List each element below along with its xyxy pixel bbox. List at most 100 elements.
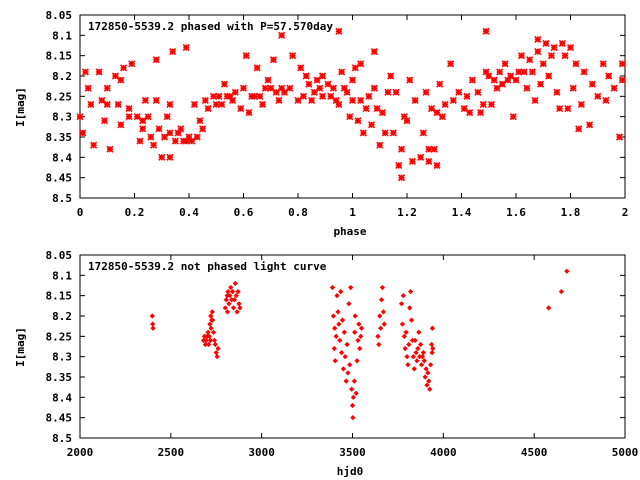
x-tick-label: 2500 xyxy=(158,446,185,459)
data-point xyxy=(302,72,310,80)
data-point xyxy=(380,309,387,315)
data-point xyxy=(213,349,219,356)
data-point xyxy=(245,109,253,117)
data-point xyxy=(237,104,245,113)
data-point xyxy=(163,113,171,121)
data-point xyxy=(370,48,378,56)
data-point xyxy=(144,113,152,121)
data-point xyxy=(340,366,347,372)
x-tick-label: 1 xyxy=(349,206,356,219)
data-point xyxy=(348,96,357,104)
data-point xyxy=(403,117,411,125)
data-point xyxy=(225,288,231,295)
data-point xyxy=(397,174,406,182)
data-point xyxy=(103,100,111,109)
data-point xyxy=(206,333,212,339)
data-point xyxy=(155,125,163,133)
data-point xyxy=(528,68,536,76)
y-tick-label: 8.15 xyxy=(46,50,73,63)
data-point xyxy=(615,133,624,141)
data-point xyxy=(425,370,431,376)
data-point xyxy=(345,370,351,376)
data-point xyxy=(79,129,87,137)
data-point xyxy=(359,129,367,137)
data-points xyxy=(76,27,626,182)
data-point xyxy=(267,84,275,92)
data-point xyxy=(517,52,526,60)
data-point xyxy=(482,68,490,76)
data-point xyxy=(150,321,156,327)
y-tick-label: 8.25 xyxy=(46,90,73,103)
data-point xyxy=(407,305,413,311)
x-tick-label: 0.2 xyxy=(125,206,145,219)
data-point xyxy=(441,100,449,109)
data-point xyxy=(171,137,179,145)
y-tick-label: 8.15 xyxy=(46,290,73,303)
data-point xyxy=(404,354,410,360)
data-point xyxy=(378,325,384,331)
data-point xyxy=(250,92,258,100)
data-point xyxy=(350,415,356,421)
data-point xyxy=(220,80,228,88)
data-point xyxy=(275,96,283,104)
data-point xyxy=(233,293,239,299)
data-point xyxy=(515,68,523,76)
data-point xyxy=(169,48,177,56)
data-point xyxy=(418,362,425,368)
data-point xyxy=(218,100,226,109)
data-point xyxy=(343,88,351,96)
data-point xyxy=(354,117,362,125)
data-point xyxy=(205,341,212,348)
data-point xyxy=(539,60,547,68)
x-tick-label: 4500 xyxy=(521,446,548,459)
data-point xyxy=(362,104,370,113)
data-point xyxy=(346,113,354,121)
data-point xyxy=(414,358,420,364)
data-point xyxy=(545,72,553,80)
data-point xyxy=(229,288,236,295)
data-point xyxy=(335,100,343,109)
data-point xyxy=(375,333,381,339)
data-point xyxy=(397,145,406,153)
data-point xyxy=(421,358,427,364)
data-point xyxy=(327,92,335,100)
data-point xyxy=(256,92,264,100)
data-point xyxy=(185,133,193,141)
data-point xyxy=(133,113,141,121)
chart-title: 172850-5539.2 not phased light curve xyxy=(88,260,327,273)
data-point xyxy=(344,341,350,348)
data-point xyxy=(349,402,356,409)
data-point xyxy=(378,109,387,117)
data-point xyxy=(466,109,474,117)
data-point xyxy=(332,325,338,331)
data-point xyxy=(272,88,280,96)
plot-frame xyxy=(79,254,626,439)
data-point xyxy=(160,133,169,141)
data-point xyxy=(384,88,392,96)
data-point xyxy=(381,129,389,137)
data-point xyxy=(482,27,490,35)
data-point xyxy=(352,329,358,335)
data-point xyxy=(561,52,569,60)
x-tick-label: 1.8 xyxy=(561,206,581,219)
data-point xyxy=(493,84,501,92)
y-tick-label: 8.5 xyxy=(52,192,72,205)
data-point xyxy=(490,76,498,84)
y-tick-label: 8.4 xyxy=(52,151,72,164)
data-point xyxy=(335,27,343,35)
data-point xyxy=(318,72,327,80)
data-point xyxy=(406,341,412,348)
data-point xyxy=(487,100,496,109)
data-point xyxy=(214,354,220,360)
data-point xyxy=(433,109,441,117)
data-point xyxy=(313,76,321,84)
x-tick-label: 2 xyxy=(622,206,629,219)
data-point xyxy=(158,153,166,161)
data-point xyxy=(253,64,261,72)
x-axis-label: phase xyxy=(333,225,366,238)
data-point xyxy=(377,313,383,319)
data-point xyxy=(236,301,242,307)
data-point xyxy=(399,321,406,327)
data-point xyxy=(357,96,365,104)
data-point xyxy=(438,113,446,121)
